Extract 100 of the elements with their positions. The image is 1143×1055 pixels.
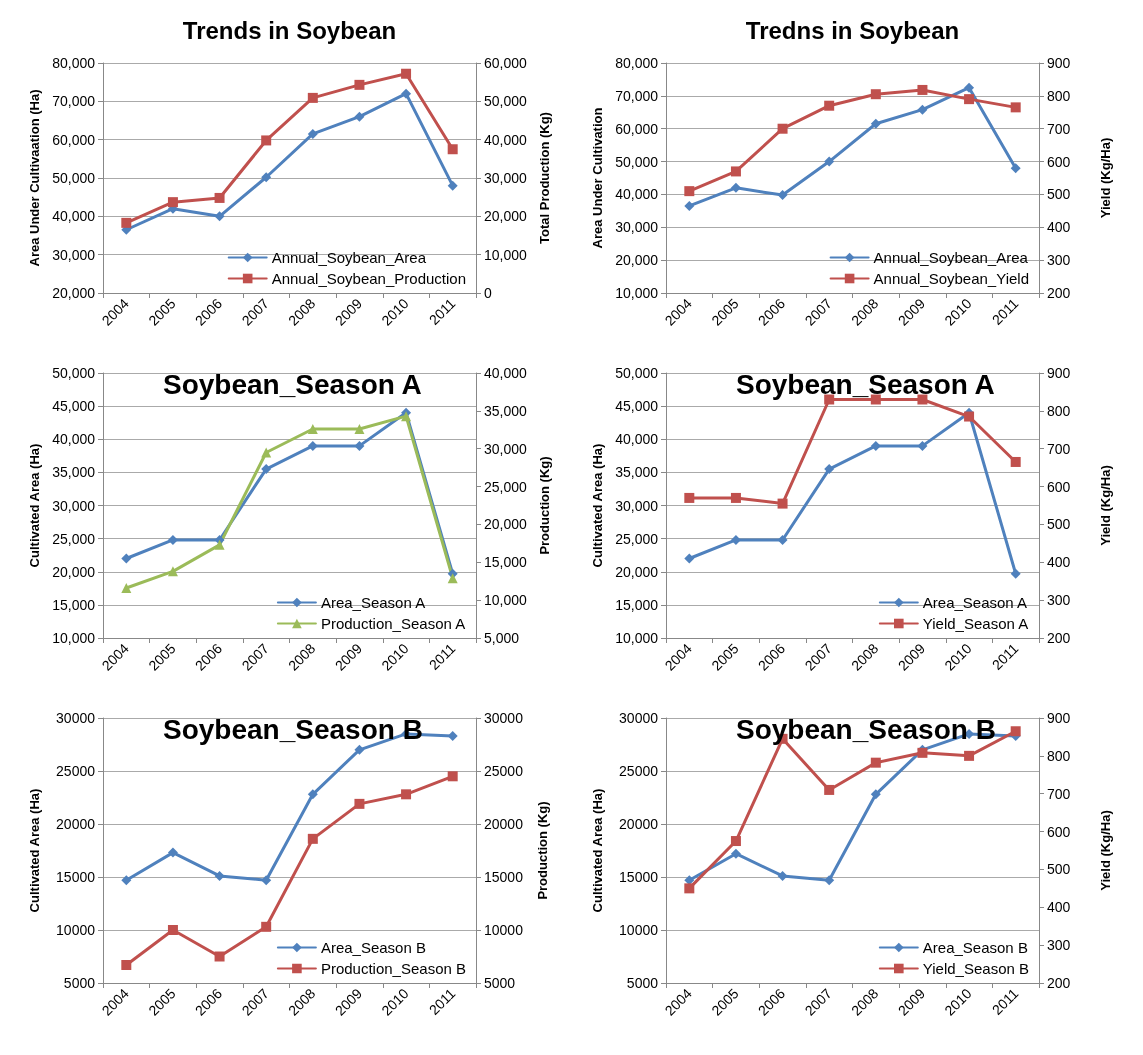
y2-tick-label: 700 [1047,440,1071,457]
y-tick-label: 20000 [619,816,659,832]
legend-label: Annual_Soybean_Yield [873,270,1029,287]
legend-label: Production_Season A [320,615,466,632]
y2-tick-label: 400 [1047,219,1071,236]
y-tick-label: 80,000 [52,55,96,71]
y-tick-label: 40,000 [615,431,659,448]
point [214,211,225,222]
y2-axis-title: Total Production (Kg) [536,112,552,244]
y-tick-label: 30,000 [615,219,659,236]
y-tick-label: 40,000 [615,186,659,203]
y2-tick-label: 300 [1047,937,1071,954]
point [214,870,225,881]
y2-tick-label: 30000 [484,710,524,726]
point [730,182,741,193]
y2-tick-label: 25000 [484,763,524,779]
y-axis-title: Cultivated Area (Ha) [590,788,605,913]
point [401,88,412,99]
y2-tick-label: 400 [1047,554,1071,571]
point [121,217,132,228]
y2-tick-label: 50,000 [484,93,528,110]
y-tick-label: 25000 [619,763,659,779]
point [964,411,975,422]
point [447,144,458,155]
y-tick-label: 30,000 [52,497,96,514]
point [401,789,412,800]
point [401,68,412,79]
y2-tick-label: 200 [1047,975,1071,991]
legend-label: Annual_Soybean_Area [873,249,1029,266]
y-tick-label: 15,000 [52,596,96,613]
y-tick-label: 10,000 [615,285,659,301]
point [777,870,788,881]
point [261,875,272,886]
y-tick-label: 35,000 [615,464,659,481]
y2-tick-label: 10,000 [484,246,528,263]
legend-label: Production_Season B [320,960,467,977]
y2-tick-label: 800 [1047,747,1071,764]
y-tick-label: 20,000 [615,252,659,269]
point [777,123,788,134]
point [261,172,272,183]
y2-tick-label: 20,000 [484,516,528,533]
y2-tick-label: 400 [1047,899,1071,916]
point [354,79,365,90]
y2-tick-label: 30,000 [484,170,528,186]
y-tick-label: 25,000 [615,530,659,547]
point [121,875,132,886]
y2-axis-title: Yield (Kg/Ha) [1098,465,1113,546]
point [1010,568,1021,579]
point [870,118,881,129]
y-tick-label: 30000 [56,710,96,726]
legend-label: Area_Season A [320,594,426,611]
point [167,534,178,545]
y2-tick-label: 300 [1047,252,1071,269]
point [401,411,412,422]
y2-tick-label: 700 [1047,785,1071,802]
y2-tick-label: 25,000 [484,478,528,495]
y2-tick-label: 600 [1047,478,1071,495]
y2-tick-label: 30,000 [484,440,528,457]
y-tick-label: 10,000 [615,630,659,646]
y-axis-title: Cultivated Area (Ha) [27,443,42,568]
point [684,186,695,197]
y-tick-label: 45,000 [615,398,659,415]
point [777,190,788,201]
y2-tick-label: 600 [1047,153,1071,170]
y-tick-label: 40,000 [52,208,96,225]
y-tick-label: 5000 [626,975,659,991]
point [1010,456,1021,467]
point [214,539,225,550]
y-tick-label: 25,000 [52,530,96,547]
y-tick-label: 30,000 [52,246,96,263]
chart-title: Trends in Soybean [182,16,397,44]
y2-tick-label: 500 [1047,861,1071,878]
point [870,440,881,451]
legend-label: Annual_Soybean_Area [271,249,427,266]
y2-tick-label: 800 [1047,402,1071,419]
point [777,498,788,509]
y-tick-label: 15000 [56,869,96,885]
y2-axis-title: Yield (Kg/Ha) [1098,810,1113,891]
y2-axis-title: Yield (Kg/Ha) [1098,137,1113,219]
y-tick-label: 80,000 [615,55,659,71]
legend-label: Area_Season B [922,939,1028,956]
y-tick-label: 50,000 [52,170,96,186]
y2-tick-label: 15,000 [484,554,528,571]
legend-label: Area_Season A [922,594,1028,611]
point [121,583,132,594]
point [684,200,695,211]
y2-tick-label: 200 [1047,630,1071,646]
y-tick-label: 30,000 [615,497,659,514]
y-tick-label: 35,000 [52,464,96,481]
point [121,553,132,564]
y-tick-label: 60,000 [52,131,96,148]
y2-tick-label: 5000 [484,975,516,991]
y-tick-label: 5000 [63,975,96,991]
point [730,836,741,847]
chart-title: Soybean_Season A [163,368,422,400]
y-tick-label: 50,000 [52,365,96,381]
y2-tick-label: 800 [1047,87,1071,104]
point [870,789,881,800]
point [261,135,272,146]
point [730,492,741,503]
